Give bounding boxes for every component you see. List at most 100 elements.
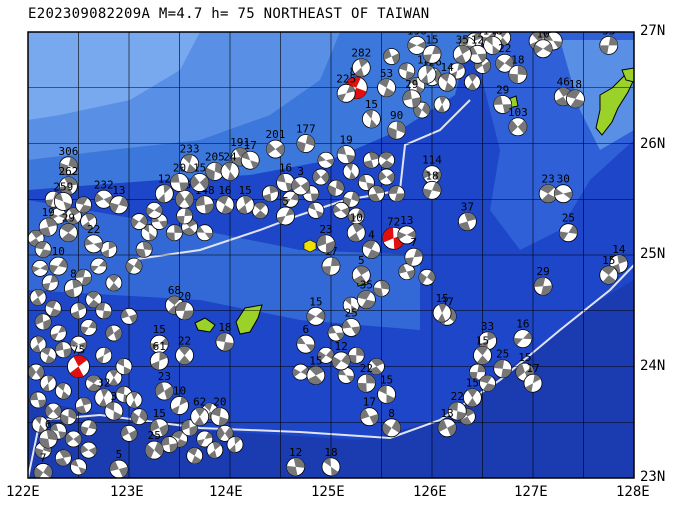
depth-label: 53 (602, 24, 615, 37)
dilatation-quadrant (187, 447, 198, 456)
dilatation-quadrant (55, 341, 64, 352)
dilatation-quadrant (420, 74, 429, 84)
focal-mechanism-beachball (452, 44, 472, 64)
dilatation-quadrant (328, 184, 337, 197)
focal-mechanism-beachball (261, 185, 279, 203)
dilatation-quadrant (80, 444, 89, 454)
depth-label: 6 (302, 323, 309, 336)
dilatation-quadrant (204, 431, 213, 439)
dilatation-quadrant (286, 465, 298, 476)
island-b (235, 304, 263, 335)
focal-mechanism-beachball (31, 416, 49, 433)
dilatation-quadrant (296, 336, 306, 345)
focal-mechanism-beachball (306, 306, 326, 326)
dilatation-quadrant (109, 460, 119, 472)
dilatation-quadrant (437, 312, 446, 322)
dilatation-quadrant (391, 53, 400, 65)
dilatation-quadrant (383, 49, 392, 60)
dilatation-quadrant (57, 383, 66, 392)
focal-mechanism-beachball (347, 346, 365, 364)
focal-mechanism-beachball (342, 190, 360, 208)
dilatation-quadrant (116, 386, 125, 395)
dilatation-quadrant (342, 319, 352, 329)
focal-mechanism-beachball (296, 334, 316, 354)
dilatation-quadrant (363, 160, 374, 169)
dilatation-quadrant (378, 171, 387, 182)
focal-mechanism-beachball (54, 382, 72, 400)
dilatation-quadrant (418, 272, 427, 285)
focal-mechanism-beachball (402, 89, 422, 109)
dilatation-quadrant (351, 87, 367, 99)
dilatation-quadrant (181, 419, 190, 431)
focal-mechanism-beachball (357, 174, 375, 191)
focal-mechanism-beachball (34, 313, 52, 331)
dilatation-quadrant (366, 182, 375, 191)
depth-label: 191 (230, 136, 250, 149)
depth-label: 29 (405, 78, 418, 91)
dilatation-quadrant (320, 171, 329, 184)
depth-label: 29 (496, 83, 509, 96)
dilatation-quadrant (204, 232, 213, 240)
dilatation-quadrant (31, 230, 43, 239)
dilatation-quadrant (387, 126, 397, 140)
dilatation-quadrant (351, 326, 361, 336)
dilatation-quadrant (361, 299, 376, 309)
dilatation-quadrant (88, 446, 97, 456)
dilatation-quadrant (40, 264, 49, 271)
focal-mechanism-beachball (533, 39, 553, 59)
dilatation-quadrant (559, 231, 569, 241)
dilatation-quadrant (191, 455, 202, 464)
dilatation-quadrant (543, 43, 553, 54)
dilatation-quadrant (212, 442, 222, 451)
depth-label: 12 (334, 340, 347, 353)
dilatation-quadrant (378, 78, 390, 88)
dilatation-quadrant (371, 358, 384, 367)
dilatation-quadrant (65, 433, 74, 444)
depth-label: 15 (239, 184, 252, 197)
dilatation-quadrant (161, 436, 170, 446)
dilatation-quadrant (39, 227, 51, 237)
dilatation-quadrant (349, 171, 357, 180)
dilatation-quadrant (36, 365, 45, 379)
dilatation-quadrant (121, 309, 129, 319)
dilatation-quadrant (508, 73, 518, 84)
dilatation-quadrant (608, 36, 618, 46)
dilatation-quadrant (369, 366, 382, 375)
dilatation-quadrant (195, 407, 205, 417)
dilatation-quadrant (438, 303, 447, 313)
dilatation-quadrant (402, 89, 412, 101)
focal-mechanism-beachball (154, 184, 174, 204)
dilatation-quadrant (73, 355, 88, 367)
dilatation-quadrant (63, 348, 72, 358)
depth-label: 148 (483, 24, 503, 37)
dilatation-quadrant (194, 416, 205, 426)
focal-mechanism-beachball (317, 151, 335, 169)
focal-mechanism-beachball (29, 288, 47, 306)
lon-label-124e: 124E (209, 484, 243, 500)
focal-mechanism-beachball (282, 190, 300, 208)
dilatation-quadrant (391, 420, 401, 433)
dilatation-quadrant (58, 431, 67, 439)
focal-mechanism-beachball (149, 418, 169, 438)
dilatation-quadrant (599, 45, 609, 55)
dilatation-quadrant (123, 366, 132, 375)
dilatation-quadrant (344, 297, 352, 306)
focal-mechanism-beachball (176, 207, 193, 225)
dilatation-quadrant (423, 188, 432, 199)
dilatation-quadrant (196, 226, 205, 233)
focal-mechanism-beachball (186, 447, 204, 465)
dilatation-quadrant (379, 152, 393, 161)
depth-label: 15 (365, 98, 378, 111)
dilatation-quadrant (457, 63, 465, 72)
focal-mechanism-beachball (479, 374, 496, 392)
focal-mechanism-beachball (80, 319, 97, 336)
focal-mechanism-beachball (398, 263, 416, 281)
dilatation-quadrant (43, 464, 53, 478)
focal-mechanism-beachball (205, 161, 225, 181)
dilatation-quadrant (331, 257, 340, 267)
dilatation-quadrant (175, 301, 188, 312)
dilatation-quadrant (617, 254, 628, 264)
depth-label: 35 (456, 33, 469, 46)
dilatation-quadrant (296, 140, 306, 153)
dilatation-quadrant (139, 215, 148, 226)
